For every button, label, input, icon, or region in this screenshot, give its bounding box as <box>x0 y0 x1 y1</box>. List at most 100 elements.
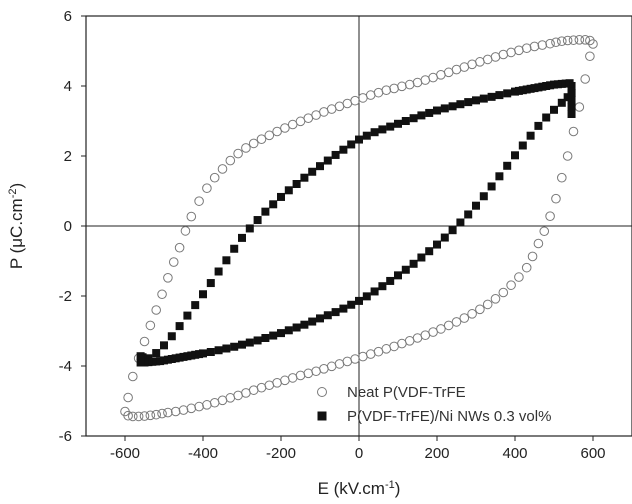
data-point-composite <box>323 311 332 320</box>
data-point-composite <box>370 287 379 296</box>
data-point-neat <box>428 72 438 83</box>
data-point-composite <box>557 98 566 107</box>
data-point-neat <box>358 351 368 362</box>
data-point-neat <box>280 123 290 133</box>
data-point-neat <box>225 393 236 403</box>
data-point-composite <box>433 240 441 249</box>
data-point-neat <box>157 289 167 300</box>
data-point-composite <box>394 271 402 280</box>
data-point-composite <box>409 259 418 268</box>
data-point-neat <box>467 309 477 319</box>
data-point-composite <box>230 342 239 351</box>
data-point-composite <box>277 192 285 201</box>
data-point-composite <box>206 279 215 288</box>
data-point-neat <box>264 130 275 141</box>
data-point-composite <box>417 253 426 262</box>
axis-ticks: -600 -400 -200 0 200 400 600 -6 -4 -2 0 2 4 6 <box>59 8 606 462</box>
data-point-composite <box>479 94 488 103</box>
data-point-composite <box>253 336 262 345</box>
data-point-neat <box>443 67 454 78</box>
data-point-composite <box>199 290 207 299</box>
data-point-composite <box>464 98 473 107</box>
series-1 <box>136 79 576 367</box>
data-point-composite <box>378 125 387 134</box>
y-tick-label: 6 <box>64 8 72 25</box>
data-point-composite <box>331 308 340 317</box>
data-point-neat <box>451 317 462 327</box>
data-point-composite <box>370 128 379 137</box>
data-point-composite <box>175 322 184 331</box>
data-point-neat <box>551 37 561 48</box>
data-point-neat <box>373 87 384 98</box>
data-point-neat <box>178 405 189 415</box>
data-point-neat <box>562 151 573 161</box>
data-point-composite <box>160 341 168 350</box>
data-point-neat <box>217 164 228 174</box>
data-point-composite <box>425 247 434 256</box>
data-point-neat <box>248 385 259 395</box>
data-point-composite <box>199 349 207 358</box>
legend-marker-neat <box>317 387 327 397</box>
data-point-composite <box>511 87 519 96</box>
data-point-composite <box>495 91 504 100</box>
data-point-neat <box>533 238 544 249</box>
data-point-composite <box>487 92 496 101</box>
data-point-composite <box>191 301 200 310</box>
data-point-composite <box>417 111 426 120</box>
data-point-neat <box>287 373 298 383</box>
data-point-composite <box>331 150 340 159</box>
data-point-composite <box>487 182 496 191</box>
data-point-neat <box>157 408 167 419</box>
data-point-composite <box>261 207 270 216</box>
data-point-neat <box>475 57 485 67</box>
data-point-composite <box>347 140 356 149</box>
series-0 <box>120 35 598 422</box>
data-point-neat <box>202 183 212 193</box>
data-point-composite <box>269 331 278 340</box>
data-point-neat <box>521 43 532 54</box>
data-point-composite <box>479 192 488 201</box>
data-point-composite <box>542 113 551 122</box>
data-point-neat <box>568 126 579 137</box>
y-tick-label: -2 <box>59 288 72 305</box>
data-point-neat <box>459 62 470 72</box>
data-point-composite <box>222 256 231 265</box>
data-point-neat <box>475 304 485 315</box>
data-point-neat <box>539 226 550 237</box>
data-point-composite <box>362 131 371 140</box>
data-point-neat <box>580 74 591 84</box>
data-point-composite <box>152 349 161 358</box>
data-point-neat <box>256 134 267 144</box>
data-point-composite <box>323 156 332 165</box>
data-point-neat <box>133 411 144 422</box>
data-point-neat <box>420 75 431 85</box>
data-point-neat <box>186 211 197 222</box>
data-point-neat <box>295 370 306 381</box>
data-point-composite <box>472 96 480 105</box>
data-point-neat <box>139 336 150 347</box>
data-point-composite <box>347 300 356 309</box>
data-point-neat <box>123 392 133 403</box>
data-point-neat <box>128 411 138 422</box>
y-tick-label: 2 <box>64 148 72 165</box>
data-point-neat <box>139 411 150 421</box>
data-point-neat <box>233 148 243 159</box>
data-point-composite <box>456 218 465 227</box>
data-point-composite <box>300 173 309 182</box>
data-point-composite <box>378 282 387 291</box>
data-point-neat <box>482 299 493 310</box>
data-point-composite <box>440 233 449 242</box>
data-point-composite <box>409 114 418 123</box>
data-point-composite <box>355 135 363 144</box>
zero-lines <box>86 16 632 436</box>
data-point-composite <box>269 200 278 209</box>
legend-marker-composite <box>317 411 327 421</box>
data-point-neat <box>326 361 337 372</box>
x-tick-label: 0 <box>355 445 363 462</box>
data-point-neat <box>163 273 173 283</box>
data-point-composite <box>261 334 270 342</box>
data-point-composite <box>401 265 410 274</box>
y-tick-label: -4 <box>59 358 72 375</box>
data-point-neat <box>365 349 376 359</box>
data-point-neat <box>342 356 353 367</box>
